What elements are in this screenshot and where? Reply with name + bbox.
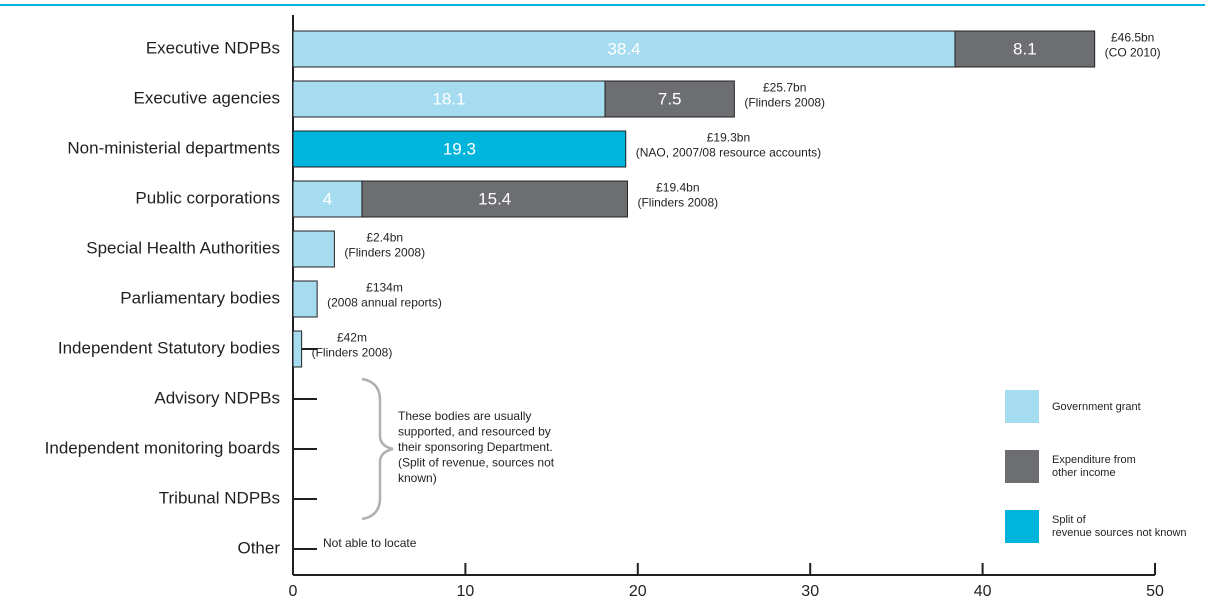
legend-label: Split of revenue sources not known xyxy=(1052,514,1187,539)
value-label: 4 xyxy=(323,189,332,208)
value-label: 15.4 xyxy=(478,189,511,208)
bar-note: £19.4bn xyxy=(656,181,699,195)
bar-note: (Flinders 2008) xyxy=(637,196,718,210)
category-label: Public corporations xyxy=(135,188,280,207)
legend-label: Expenditure from other income xyxy=(1052,454,1136,479)
value-label: 8.1 xyxy=(1013,39,1037,58)
bar-segment xyxy=(361,180,628,218)
category-label: Special Health Authorities xyxy=(86,238,280,257)
bar-segment xyxy=(604,80,735,118)
bar-segment xyxy=(954,30,1096,68)
x-tick-label: 10 xyxy=(457,583,475,600)
brace xyxy=(361,377,394,521)
legend-swatch xyxy=(1005,450,1039,483)
bar-note: Not able to locate xyxy=(323,536,417,550)
category-label: Advisory NDPBs xyxy=(154,388,280,407)
bar-note: £46.5bn xyxy=(1111,31,1154,45)
value-label: 18.1 xyxy=(432,89,465,108)
brace-note: their sponsoring Department. xyxy=(398,440,553,454)
x-tick-label: 50 xyxy=(1146,583,1164,600)
category-label: Tribunal NDPBs xyxy=(159,488,280,507)
value-label: 19.3 xyxy=(443,139,476,158)
x-tick-label: 20 xyxy=(629,583,647,600)
bar-note: (2008 annual reports) xyxy=(327,296,442,310)
value-label: 7.5 xyxy=(658,89,682,108)
category-label: Independent monitoring boards xyxy=(45,438,280,457)
bar-note: (Flinders 2008) xyxy=(312,346,393,360)
value-label: 38.4 xyxy=(607,39,640,58)
legend-swatch xyxy=(1005,390,1039,423)
bar-note: £25.7bn xyxy=(763,81,806,95)
bar-segment xyxy=(292,230,335,268)
bar-segment xyxy=(292,280,318,318)
bar-note: (Flinders 2008) xyxy=(344,246,425,260)
bar-note: (Flinders 2008) xyxy=(744,96,825,110)
x-tick-label: 0 xyxy=(289,583,298,600)
bar-segment xyxy=(292,330,303,368)
x-tick-label: 40 xyxy=(974,583,992,600)
bar-note: £2.4bn xyxy=(366,231,403,245)
brace-note: These bodies are usually xyxy=(398,409,531,423)
bar-note: £19.3bn xyxy=(707,131,750,145)
bar-segment xyxy=(292,130,627,168)
category-label: Independent Statutory bodies xyxy=(58,338,280,357)
x-tick-label: 30 xyxy=(801,583,819,600)
brace-note: supported, and resourced by xyxy=(398,425,551,439)
brace-note: known) xyxy=(398,471,437,485)
bar-segment xyxy=(292,180,363,218)
bar-note: £134m xyxy=(366,281,403,295)
category-label: Executive NDPBs xyxy=(146,38,280,57)
legend-label: Government grant xyxy=(1052,401,1141,413)
category-label: Other xyxy=(237,538,280,557)
brace-note: (Split of revenue, sources not xyxy=(398,456,555,470)
category-label: Executive agencies xyxy=(134,88,280,107)
bar-note: (NAO, 2007/08 resource accounts) xyxy=(636,146,821,160)
category-label: Non-ministerial departments xyxy=(67,138,280,157)
legend-swatch xyxy=(1005,510,1039,543)
category-label: Parliamentary bodies xyxy=(120,288,280,307)
bar-note: (CO 2010) xyxy=(1105,46,1161,60)
bar-note: £42m xyxy=(337,331,367,345)
